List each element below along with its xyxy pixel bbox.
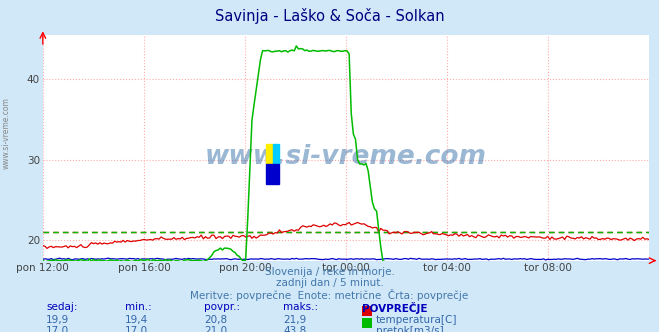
- Text: 21,9: 21,9: [283, 315, 306, 325]
- Bar: [266, 164, 279, 184]
- Text: 17,0: 17,0: [125, 326, 148, 332]
- Text: 43,8: 43,8: [283, 326, 306, 332]
- Bar: [273, 144, 279, 164]
- Text: sedaj:: sedaj:: [46, 302, 78, 312]
- Text: 19,9: 19,9: [46, 315, 69, 325]
- Text: pretok[m3/s]: pretok[m3/s]: [376, 326, 444, 332]
- Text: 17,0: 17,0: [46, 326, 69, 332]
- Text: 20,8: 20,8: [204, 315, 227, 325]
- Text: Savinja - Laško & Soča - Solkan: Savinja - Laško & Soča - Solkan: [215, 8, 444, 24]
- Text: 19,4: 19,4: [125, 315, 148, 325]
- Text: www.si-vreme.com: www.si-vreme.com: [2, 97, 11, 169]
- Text: Meritve: povprečne  Enote: metrične  Črta: povprečje: Meritve: povprečne Enote: metrične Črta:…: [190, 289, 469, 301]
- Text: 21,0: 21,0: [204, 326, 227, 332]
- Text: POVPREČJE: POVPREČJE: [362, 302, 428, 314]
- Text: www.si-vreme.com: www.si-vreme.com: [205, 144, 487, 170]
- Text: min.:: min.:: [125, 302, 152, 312]
- Text: Slovenija / reke in morje.: Slovenija / reke in morje.: [264, 267, 395, 277]
- Bar: [266, 144, 273, 164]
- Text: povpr.:: povpr.:: [204, 302, 241, 312]
- Text: zadnji dan / 5 minut.: zadnji dan / 5 minut.: [275, 278, 384, 288]
- Text: temperatura[C]: temperatura[C]: [376, 315, 457, 325]
- Text: maks.:: maks.:: [283, 302, 318, 312]
